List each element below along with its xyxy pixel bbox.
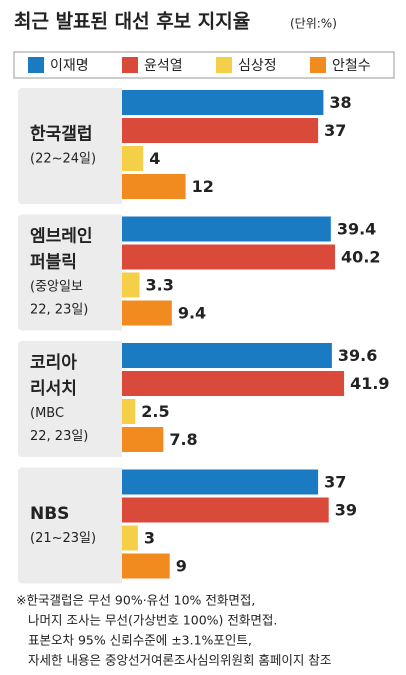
value-label: 7.8 bbox=[169, 430, 197, 449]
category-note: (22~24일) bbox=[30, 152, 96, 167]
category-label: 퍼블릭 bbox=[30, 253, 77, 273]
legend-box bbox=[13, 51, 395, 79]
chart-subtitle: (단위:%) bbox=[290, 17, 337, 31]
value-label: 3 bbox=[144, 529, 155, 548]
bar bbox=[122, 146, 144, 171]
value-label: 40.2 bbox=[341, 248, 380, 267]
legend-swatch bbox=[28, 57, 44, 73]
category-note: (MBC bbox=[30, 406, 64, 421]
value-label: 9.4 bbox=[178, 304, 206, 323]
bar bbox=[122, 469, 319, 495]
value-label: 2.5 bbox=[141, 402, 169, 421]
legend-label: 심상정 bbox=[238, 58, 277, 74]
bar bbox=[122, 427, 164, 452]
value-label: 38 bbox=[329, 93, 351, 112]
category-note: (중앙일보 bbox=[30, 280, 83, 295]
value-label: 9 bbox=[176, 557, 187, 576]
value-label: 37 bbox=[324, 121, 346, 140]
bar bbox=[122, 399, 136, 424]
value-label: 39.4 bbox=[337, 220, 376, 239]
bar bbox=[122, 553, 170, 579]
category-label: 엠브레인 bbox=[30, 227, 93, 247]
legend-swatch bbox=[122, 57, 138, 73]
category-label: 리서치 bbox=[30, 379, 77, 399]
footnote: ※한국갤럽은 무선 90%·유선 10% 전화면접, bbox=[16, 593, 255, 608]
chart-title: 최근 발표된 대선 후보 지지율 bbox=[14, 11, 250, 33]
value-label: 3.3 bbox=[145, 276, 173, 295]
value-label: 41.9 bbox=[350, 374, 389, 393]
value-label: 39.6 bbox=[338, 346, 377, 365]
footnote: 나머지 조사는 무선(가상번호 100%) 전화면접. bbox=[28, 613, 277, 628]
bar bbox=[122, 343, 332, 368]
legend-label: 이재명 bbox=[50, 58, 89, 74]
legend-swatch bbox=[310, 57, 326, 73]
category-label: 코리아 bbox=[30, 353, 77, 373]
category-label: NBS bbox=[30, 504, 69, 524]
value-label: 12 bbox=[192, 177, 214, 196]
value-label: 37 bbox=[324, 473, 346, 492]
footnote: 자세한 내용은 중앙선거여론조사심의위원회 홈페이지 참조 bbox=[28, 653, 331, 668]
category-label: 한국갤럽 bbox=[30, 125, 93, 145]
legend-label: 안철수 bbox=[332, 58, 371, 74]
category-note: (21~23일) bbox=[30, 531, 96, 546]
footnote: 표본오차 95% 신뢰수준에 ±3.1%포인트, bbox=[28, 633, 252, 648]
bar bbox=[122, 216, 331, 242]
bar bbox=[122, 90, 324, 115]
bar bbox=[122, 118, 319, 143]
bar bbox=[122, 371, 345, 396]
bar bbox=[122, 174, 186, 199]
value-label: 39 bbox=[335, 501, 357, 520]
bar bbox=[122, 497, 329, 523]
bar bbox=[122, 244, 336, 270]
legend-label: 윤석열 bbox=[144, 58, 183, 74]
legend-swatch bbox=[216, 57, 232, 73]
value-label: 4 bbox=[149, 149, 160, 168]
category-note: 22, 23일) bbox=[30, 303, 88, 318]
bar bbox=[122, 300, 172, 326]
category-note: 22, 23일) bbox=[30, 429, 88, 444]
bar bbox=[122, 272, 140, 298]
bar bbox=[122, 525, 138, 551]
